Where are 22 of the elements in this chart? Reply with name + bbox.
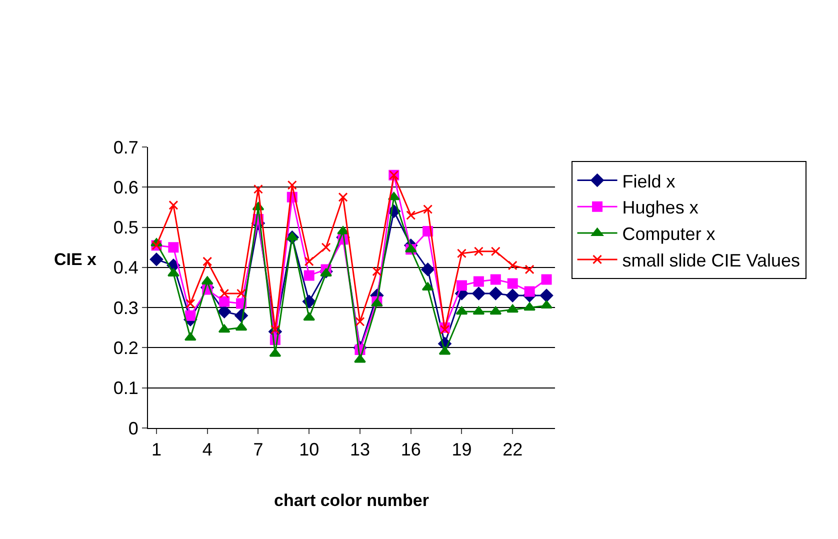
x-tick-label: 19 [452,440,472,460]
y-tick-label: 0.2 [113,338,138,358]
legend-label: Hughes x [622,198,698,218]
x-tick-label: 16 [400,440,421,460]
y-tick-label: 0 [128,418,138,438]
y-tick-label: 0.7 [113,137,138,158]
y-tick-label: 0.4 [113,258,138,278]
y-axis-title: CIE x [54,250,98,269]
x-axis-title: chart color number [274,491,430,510]
y-tick-label: 0.3 [113,298,138,318]
x-tick-label: 7 [253,440,264,460]
x-tick-label: 22 [502,440,523,460]
y-tick-label: 0.6 [113,177,138,198]
legend-label: Computer x [622,224,716,244]
legend-label: small slide CIE Values [622,250,800,270]
x-tick-label: 13 [350,440,370,460]
legend-label: Field x [622,171,676,192]
y-tick-label: 0.5 [113,218,138,238]
x-tick-label: 4 [202,440,212,460]
x-tick-label: 1 [151,440,162,460]
y-tick-label: 0.1 [113,378,138,398]
x-tick-label: 10 [299,440,320,460]
